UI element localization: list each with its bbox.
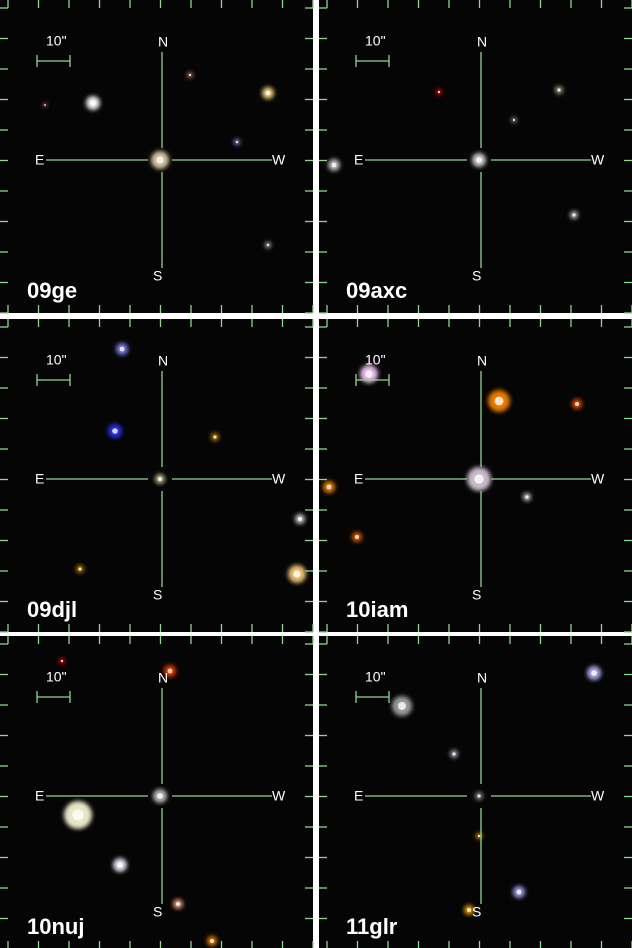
scale-label: 10" (46, 669, 67, 685)
star-core (293, 570, 301, 578)
object-name: 11glr (346, 914, 398, 939)
star-core (117, 862, 123, 868)
compass-north: N (158, 670, 168, 686)
compass-east: E (354, 152, 363, 168)
scale-label: 10" (46, 352, 67, 368)
image-panel: 10" N S E W 09djl (0, 319, 314, 633)
image-panel: 10" N S E W 09axc (319, 0, 632, 314)
star-core (157, 793, 163, 799)
compass-south: S (153, 268, 162, 284)
compass-north: N (158, 353, 168, 369)
star-core (477, 794, 481, 798)
image-panel: 10" N S E W 10nuj (0, 636, 314, 948)
star-core (572, 213, 576, 217)
star-core (112, 428, 118, 434)
star-core (525, 495, 529, 499)
compass-south: S (472, 904, 481, 920)
object-name: 10iam (346, 597, 408, 622)
star-core (494, 396, 504, 406)
compass-north: N (477, 670, 487, 686)
compass-west: W (591, 471, 605, 487)
star-core (557, 88, 561, 92)
star-core (188, 73, 192, 77)
object-name: 09djl (27, 597, 77, 622)
scale-label: 10" (365, 669, 386, 685)
star-core (467, 908, 471, 912)
star-core (326, 484, 332, 490)
compass-west: W (272, 788, 286, 804)
star-core (72, 809, 84, 821)
star-core (516, 889, 522, 895)
star-core (60, 659, 64, 663)
star-core (512, 118, 516, 122)
compass-west: W (272, 152, 286, 168)
compass-east: E (35, 788, 44, 804)
star-core (365, 370, 373, 378)
star-core (591, 670, 597, 676)
object-name: 09ge (27, 278, 77, 303)
compass-north: N (477, 353, 487, 369)
star-core (575, 402, 579, 406)
star-core (210, 939, 214, 943)
star-core (477, 834, 481, 838)
compass-north: N (477, 34, 487, 50)
compass-west: W (272, 471, 286, 487)
star-core (78, 567, 82, 571)
compass-east: E (354, 788, 363, 804)
image-panel: 10" N S E W 09ge (0, 0, 314, 314)
compass-south: S (153, 587, 162, 603)
star-core (474, 474, 484, 484)
star-core (44, 104, 46, 106)
compass-south: S (472, 268, 481, 284)
compass-south: S (472, 587, 481, 603)
star-core (90, 100, 96, 106)
star-core (119, 346, 125, 352)
star-core (331, 162, 337, 168)
star-core (176, 902, 180, 906)
star-core (235, 140, 239, 144)
star-core (213, 435, 217, 439)
star-core (167, 668, 173, 674)
compass-south: S (153, 904, 162, 920)
compass-east: E (354, 471, 363, 487)
compass-east: E (35, 471, 44, 487)
image-panel: 10" N S E W 11glr (319, 636, 632, 948)
sky-background (319, 636, 632, 948)
compass-west: W (591, 788, 605, 804)
object-name: 10nuj (27, 914, 84, 939)
star-core (452, 752, 456, 756)
star-core (476, 157, 482, 163)
star-core (298, 517, 302, 521)
star-core (355, 535, 359, 539)
compass-east: E (35, 152, 44, 168)
image-panel: 10" N S E W 10iam (319, 319, 632, 633)
star-core (437, 90, 441, 94)
star-core (398, 702, 406, 710)
scale-label: 10" (365, 352, 386, 368)
star-core (265, 90, 271, 96)
object-name: 09axc (346, 278, 407, 303)
compass-west: W (591, 152, 605, 168)
star-core (156, 156, 164, 164)
scale-label: 10" (46, 33, 67, 49)
star-core (266, 243, 270, 247)
compass-north: N (158, 34, 168, 50)
star-core (158, 477, 162, 481)
scale-label: 10" (365, 33, 386, 49)
